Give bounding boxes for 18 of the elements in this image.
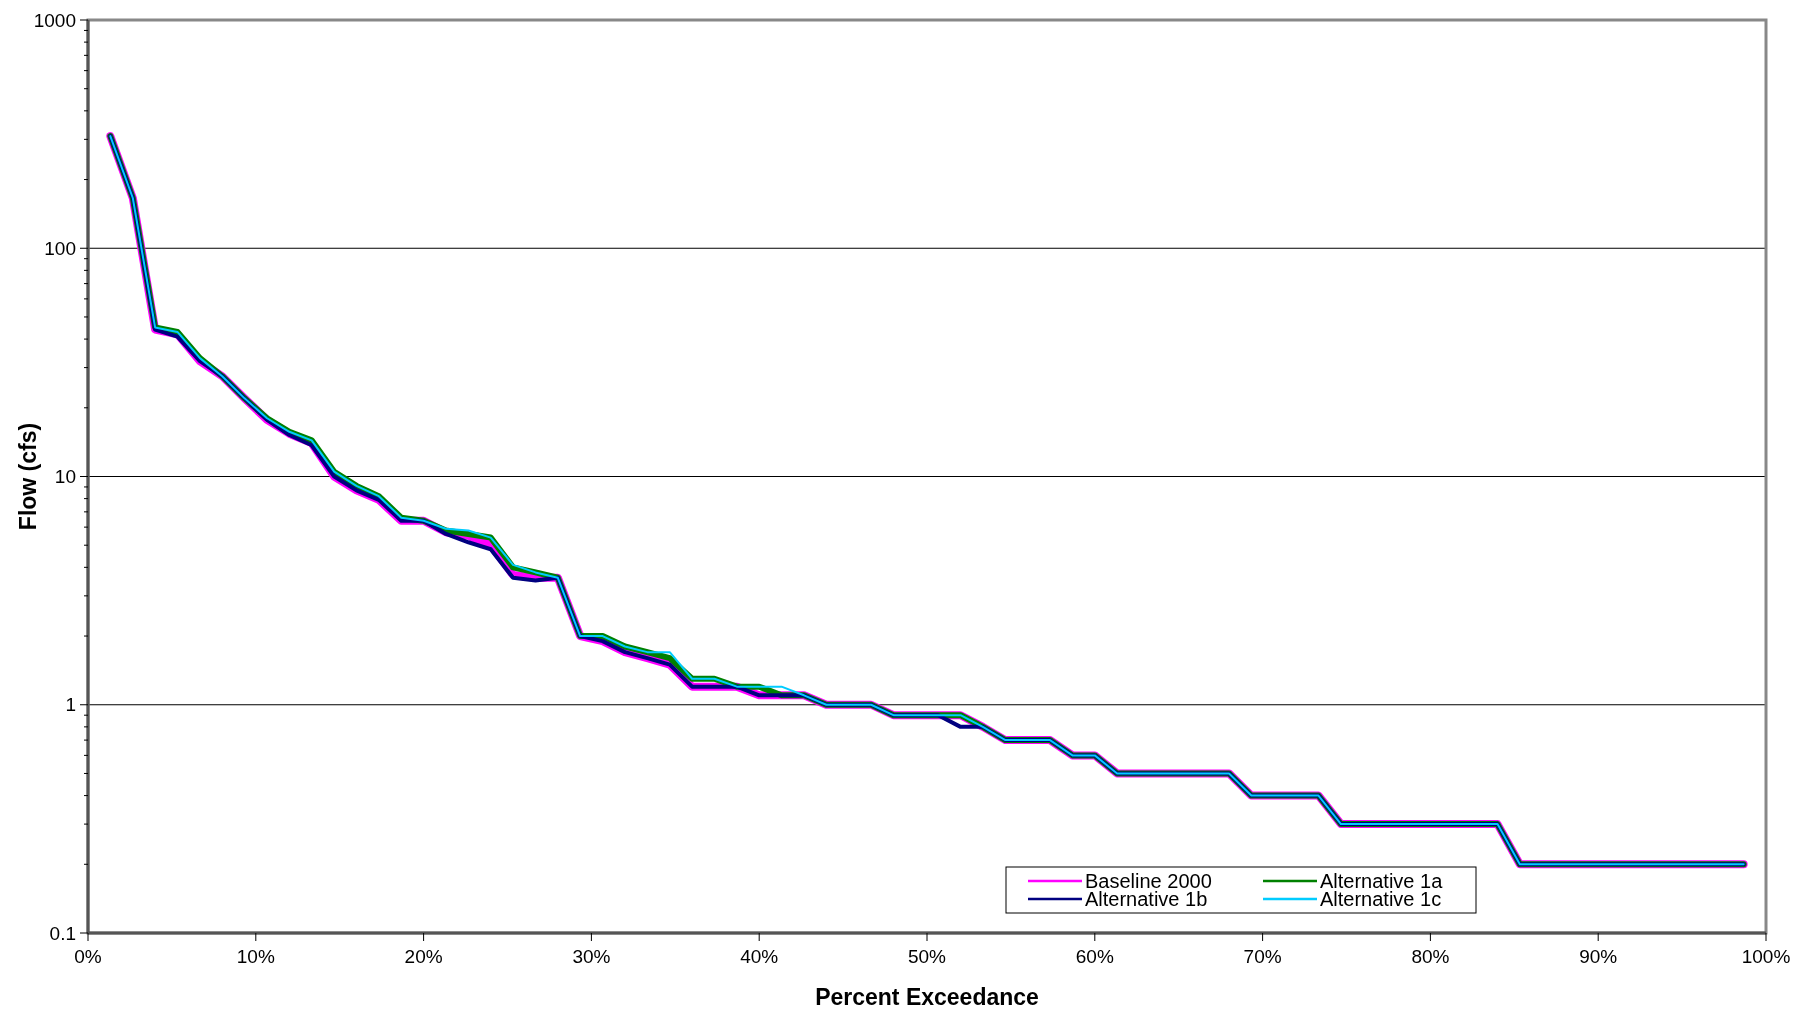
y-tick-label: 0.1 — [49, 922, 76, 944]
y-tick-label: 10 — [54, 466, 76, 488]
y-tick-label: 1 — [65, 694, 76, 716]
y-tick-label: 100 — [44, 237, 76, 259]
x-tick-label: 0% — [74, 946, 102, 967]
x-tick-label: 20% — [404, 946, 443, 967]
x-tick-label: 80% — [1411, 946, 1450, 967]
y-tick-label: 1000 — [33, 9, 76, 31]
x-tick-label: 40% — [740, 946, 779, 967]
y-axis-title: Flow (cfs) — [15, 422, 41, 531]
x-tick-label: 30% — [572, 946, 611, 967]
x-axis-title: Percent Exceedance — [815, 984, 1039, 1010]
x-tick-label: 10% — [236, 946, 275, 967]
x-tick-label: 100% — [1741, 946, 1791, 967]
x-tick-label: 60% — [1075, 946, 1114, 967]
x-tick-label: 90% — [1579, 946, 1618, 967]
x-tick-label: 70% — [1243, 946, 1282, 967]
x-tick-label: 50% — [907, 946, 947, 967]
